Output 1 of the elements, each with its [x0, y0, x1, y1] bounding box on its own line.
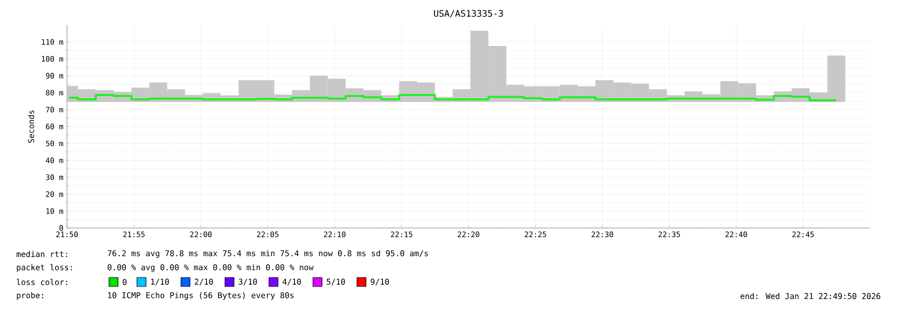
chart-title: USA/AS13335-3	[434, 10, 503, 18]
